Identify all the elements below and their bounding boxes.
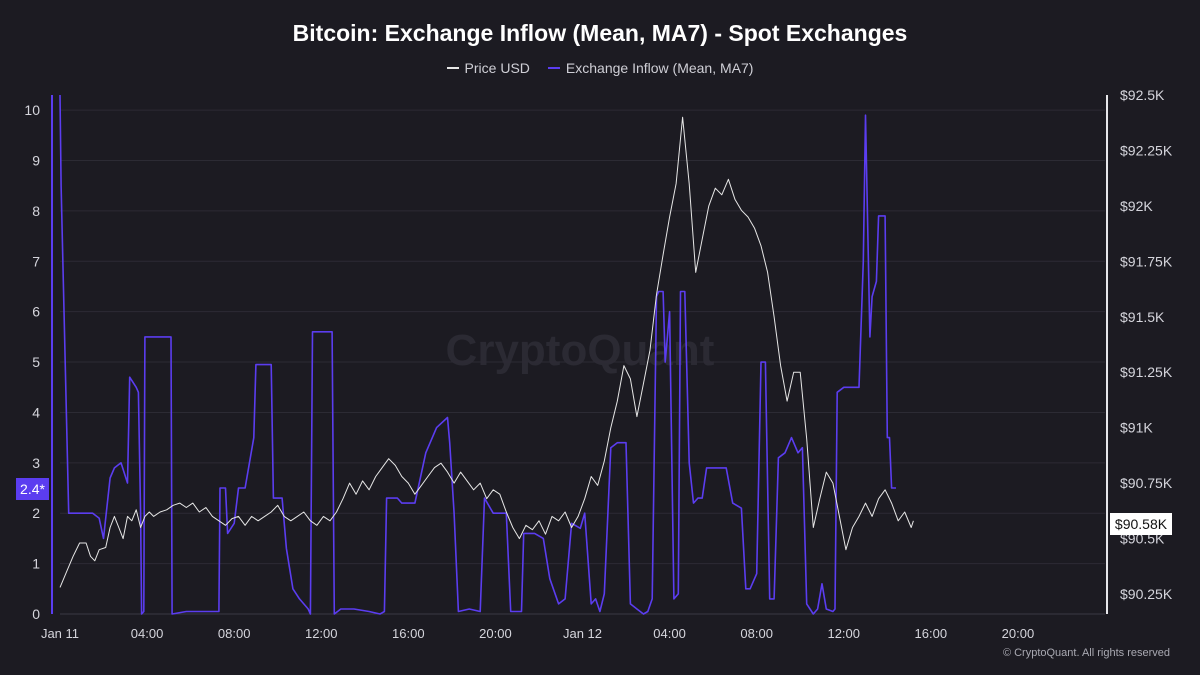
y-tick-left: 5 — [32, 354, 40, 370]
y-tick-right: $92K — [1120, 198, 1153, 214]
watermark: CryptoQuant — [446, 326, 715, 375]
series-line-exchange-inflow — [59, 94, 896, 615]
x-tick: 20:00 — [479, 626, 512, 641]
y-tick-left: 4 — [32, 404, 40, 420]
legend-label-inflow: Exchange Inflow (Mean, MA7) — [565, 60, 754, 76]
y-tick-left: 0 — [32, 606, 40, 622]
legend-item-inflow[interactable]: Exchange Inflow (Mean, MA7) — [547, 60, 754, 76]
x-tick: 12:00 — [305, 626, 338, 641]
y-tick-right: $91.5K — [1120, 309, 1165, 325]
y-tick-left: 2 — [32, 505, 40, 521]
legend-item-price[interactable]: Price USD — [446, 60, 530, 76]
x-tick: 16:00 — [915, 626, 948, 641]
y-tick-left: 10 — [24, 102, 40, 118]
y-tick-left: 6 — [32, 304, 40, 320]
current-value-flag-right: $90.58K — [1110, 513, 1172, 535]
y-tick-right: $92.25K — [1120, 142, 1173, 158]
series-line-price-usd — [59, 116, 914, 588]
y-tick-right: $90.75K — [1120, 475, 1173, 491]
x-tick: 08:00 — [740, 626, 773, 641]
y-tick-left: 8 — [32, 203, 40, 219]
y-tick-right: $92.5K — [1120, 87, 1165, 103]
x-tick: 12:00 — [827, 626, 860, 641]
copyright-footer: © CryptoQuant. All rights reserved — [1002, 647, 1170, 659]
x-tick: Jan 11 — [41, 626, 79, 641]
y-tick-right: $91.25K — [1120, 364, 1173, 380]
x-tick: 04:00 — [653, 626, 686, 641]
x-tick: 04:00 — [131, 626, 164, 641]
y-tick-left: 3 — [32, 455, 40, 471]
y-tick-left: 1 — [32, 556, 40, 572]
x-tick: Jan 12 — [563, 626, 602, 641]
chart-title: Bitcoin: Exchange Inflow (Mean, MA7) - S… — [292, 20, 908, 46]
y-tick-left: 7 — [32, 253, 40, 269]
current-value-flag-left: 2.4* — [16, 478, 49, 500]
y-tick-right: $91K — [1120, 420, 1153, 436]
y-tick-right: $90.25K — [1120, 586, 1173, 602]
x-tick: 16:00 — [392, 626, 425, 641]
x-tick: 08:00 — [218, 626, 251, 641]
legend-swatch-inflow — [547, 67, 560, 69]
y-tick-right: $91.75K — [1120, 253, 1173, 269]
x-tick: 20:00 — [1002, 626, 1035, 641]
legend: Price USD Exchange Inflow (Mean, MA7) — [0, 60, 1200, 76]
legend-swatch-price — [446, 67, 459, 69]
y-tick-left: 9 — [32, 153, 40, 169]
legend-label-price: Price USD — [464, 60, 530, 76]
